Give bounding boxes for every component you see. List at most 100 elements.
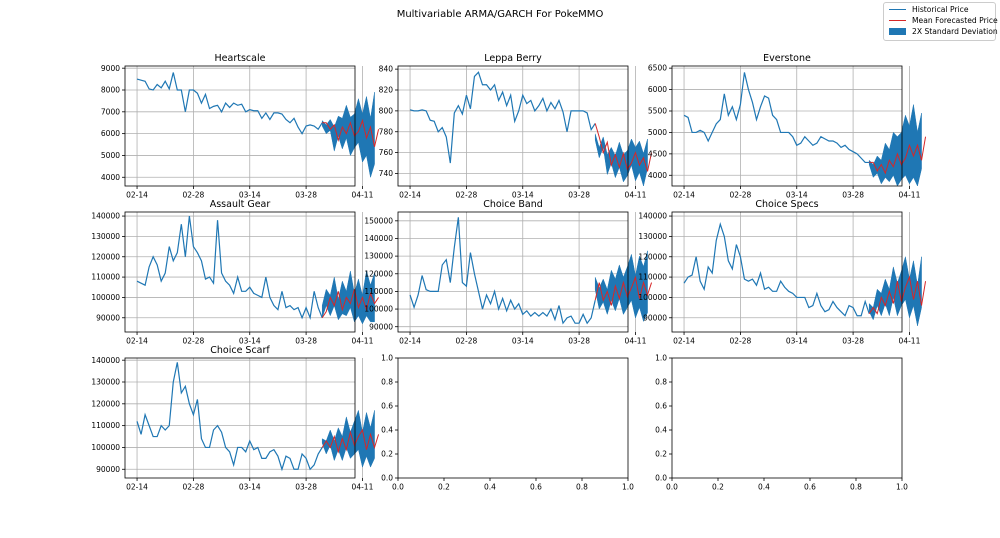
ytick-label: 90000 (369, 322, 393, 331)
axes-frame (124, 211, 356, 333)
axes-frame (671, 211, 903, 333)
ytick-label: 130000 (364, 252, 393, 261)
axes-frame (671, 357, 903, 479)
xtick-label: 02-14 (126, 337, 148, 346)
subplot-1: Heartscale 4000 5000 6000 7000 8000 9000 02-14 0… (101, 53, 380, 200)
xtick-label: 0.6 (530, 483, 542, 492)
xtick-label: 04-11 (352, 191, 374, 200)
ytick-label: 780 (379, 127, 394, 136)
ytick-label: 130000 (638, 232, 667, 241)
ytick-label: 6000 (101, 129, 120, 138)
xtick-label: 02-14 (399, 191, 421, 200)
xtick-label: 0.2 (438, 483, 450, 492)
ytick-label: 800 (379, 106, 394, 115)
ytick-label: 100000 (91, 293, 120, 302)
xtick-label: 0.0 (392, 483, 404, 492)
xtick-label: 02-28 (183, 483, 205, 492)
ytick-label: 0.0 (655, 474, 667, 483)
legend-swatch-forecast (889, 20, 906, 22)
ytick-label: 0.4 (655, 426, 667, 435)
ytick-label: 5500 (648, 107, 667, 116)
forecast-mean-line (868, 275, 927, 315)
ytick-label: 0.0 (381, 474, 393, 483)
xtick-label: 0.6 (804, 483, 816, 492)
axes-frame (124, 357, 356, 479)
xtick-label: 03-28 (568, 337, 590, 346)
ytick-label: 100000 (91, 443, 120, 452)
historical-line (136, 72, 323, 135)
xtick-label: 04-11 (625, 191, 647, 200)
xtick-label: 03-28 (842, 191, 864, 200)
ytick-label: 140000 (638, 212, 667, 221)
ytick-label: 140000 (91, 356, 120, 365)
ytick-label: 4500 (648, 149, 667, 158)
axes-frame (397, 65, 629, 187)
ytick-label: 140000 (364, 234, 393, 243)
subplot-4: Assault Gear 90000 100000 110000 120000 13000… (91, 199, 379, 346)
axes-frame (397, 211, 629, 333)
ytick-label: 760 (379, 148, 394, 157)
xtick-label: 03-14 (239, 483, 261, 492)
figure-legend: Historical Price Mean Forecasted Price 2… (883, 2, 998, 41)
figure-title: Multivariable ARMA/GARCH For PokeMMO (396, 9, 604, 20)
xtick-label: 1.0 (896, 483, 908, 492)
xtick-label: 02-14 (673, 337, 695, 346)
xtick-label: 03-14 (239, 337, 261, 346)
ytick-label: 6500 (648, 64, 667, 73)
subplot-title: Assault Gear (210, 199, 271, 210)
xtick-label: 02-28 (456, 337, 478, 346)
subplot-8: 0.0 0.2 0.4 0.6 0.8 1.0 0.0 0.2 0.4 0.6 0.8 1.0 (381, 354, 634, 492)
ytick-label: 140000 (91, 212, 120, 221)
subplot-7: Choice Scarf 90000 100000 110000 120000 13000… (91, 345, 380, 492)
xtick-label: 02-28 (456, 191, 478, 200)
ytick-label: 0.6 (655, 402, 667, 411)
xtick-label: 0.4 (484, 483, 496, 492)
xtick-label: 02-28 (183, 337, 205, 346)
xtick-label: 02-14 (399, 337, 421, 346)
subplot-title: Heartscale (215, 53, 266, 64)
xtick-label: 03-14 (239, 191, 261, 200)
forecast-mean-line (594, 275, 653, 306)
ytick-label: 5000 (101, 151, 120, 160)
xtick-label: 02-28 (183, 191, 205, 200)
forecast-mean-line (594, 123, 653, 172)
xtick-label: 0.2 (712, 483, 724, 492)
xtick-label: 03-28 (295, 337, 317, 346)
xtick-label: 03-14 (786, 191, 808, 200)
ytick-label: 840 (379, 65, 394, 74)
legend-label-forecast: Mean Forecasted Price (912, 16, 998, 25)
ytick-label: 4000 (648, 171, 667, 180)
ytick-label: 130000 (91, 378, 120, 387)
xtick-label: 0.4 (758, 483, 770, 492)
ytick-label: 110000 (364, 287, 393, 296)
legend-label-band: 2X Standard Deviation (912, 27, 998, 36)
subplot-6: Choice Specs 90000 100000 110000 120000 13000… (638, 199, 927, 346)
xtick-label: 03-28 (842, 337, 864, 346)
ytick-label: 90000 (643, 313, 667, 322)
ytick-label: 9000 (101, 64, 120, 73)
ytick-label: 110000 (91, 273, 120, 282)
subplot-9: 0.0 0.2 0.4 0.6 0.8 1.0 0.0 0.2 0.4 0.6 0.8 1.0 (655, 354, 908, 492)
xtick-label: 02-28 (730, 337, 752, 346)
subplot-title: Everstone (763, 53, 811, 64)
subplot-title: Choice Band (483, 199, 543, 210)
std-band (321, 92, 375, 178)
xtick-label: 0.0 (666, 483, 678, 492)
ytick-label: 0.4 (381, 426, 393, 435)
ytick-label: 0.8 (381, 378, 393, 387)
ytick-label: 120000 (364, 269, 393, 278)
ytick-label: 120000 (638, 252, 667, 261)
xtick-label: 04-11 (352, 483, 374, 492)
xtick-label: 0.8 (850, 483, 862, 492)
xtick-label: 1.0 (622, 483, 634, 492)
xtick-label: 03-14 (786, 337, 808, 346)
xtick-label: 02-14 (673, 191, 695, 200)
ytick-label: 740 (379, 169, 394, 178)
ytick-label: 120000 (91, 399, 120, 408)
legend-label-historical: Historical Price (912, 5, 969, 14)
xtick-label: 04-11 (352, 337, 374, 346)
legend-swatch-historical (889, 9, 906, 11)
ytick-label: 100000 (638, 293, 667, 302)
ytick-label: 0.8 (655, 378, 667, 387)
xtick-label: 04-11 (625, 337, 647, 346)
